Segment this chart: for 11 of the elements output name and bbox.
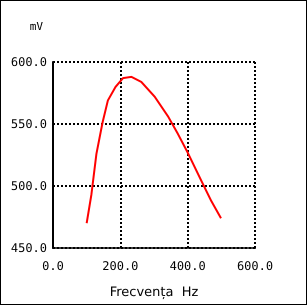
y-tick-label: 500.0 [10, 179, 47, 193]
line-series [86, 76, 222, 224]
x-tick-label: 400.0 [170, 259, 206, 273]
x-tick-label: 600.0 [236, 259, 274, 273]
y-tick-label: 450.0 [10, 241, 47, 255]
x-axis-title: Frecvența Hz [110, 285, 198, 300]
x-tick-label: 200.0 [102, 259, 138, 273]
y-tick-label: 550.0 [10, 117, 47, 131]
y-axis-title: mV [30, 20, 44, 33]
x-tick-label: 0.0 [42, 259, 64, 273]
y-tick-label: 600.0 [10, 55, 47, 69]
